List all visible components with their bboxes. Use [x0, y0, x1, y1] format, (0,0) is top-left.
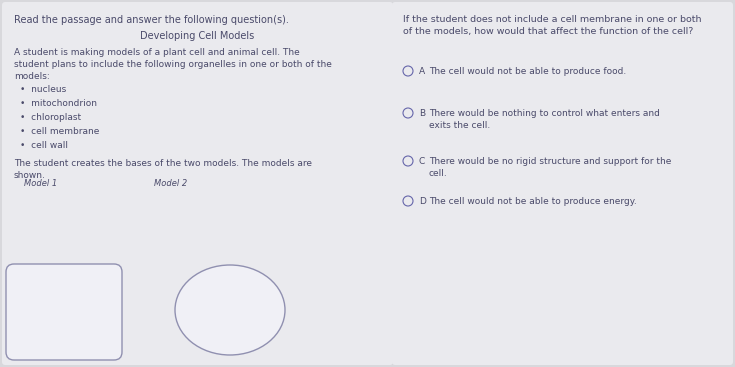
Text: If the student does not include a cell membrane in one or both
of the models, ho: If the student does not include a cell m…: [403, 15, 701, 36]
Text: B: B: [419, 109, 425, 118]
Text: •  nucleus: • nucleus: [20, 85, 66, 94]
Text: •  cell membrane: • cell membrane: [20, 127, 99, 136]
Ellipse shape: [175, 265, 285, 355]
Text: A student is making models of a plant cell and animal cell. The
student plans to: A student is making models of a plant ce…: [14, 48, 332, 81]
FancyBboxPatch shape: [2, 2, 393, 365]
Text: •  cell wall: • cell wall: [20, 141, 68, 150]
Text: The cell would not be able to produce food.: The cell would not be able to produce fo…: [429, 67, 626, 76]
Text: Read the passage and answer the following question(s).: Read the passage and answer the followin…: [14, 15, 289, 25]
Text: There would be no rigid structure and support for the
cell.: There would be no rigid structure and su…: [429, 157, 671, 178]
Text: There would be nothing to control what enters and
exits the cell.: There would be nothing to control what e…: [429, 109, 660, 130]
Text: A: A: [419, 67, 425, 76]
Text: Developing Cell Models: Developing Cell Models: [140, 31, 254, 41]
Text: Model 2: Model 2: [154, 179, 187, 188]
Text: Model 1: Model 1: [24, 179, 57, 188]
Text: •  mitochondrion: • mitochondrion: [20, 99, 97, 108]
Text: The cell would not be able to produce energy.: The cell would not be able to produce en…: [429, 197, 637, 206]
FancyBboxPatch shape: [392, 2, 733, 365]
Text: D: D: [419, 197, 426, 206]
Text: The student creates the bases of the two models. The models are
shown.: The student creates the bases of the two…: [14, 159, 312, 180]
FancyBboxPatch shape: [6, 264, 122, 360]
Text: C: C: [419, 157, 426, 166]
Text: •  chloroplast: • chloroplast: [20, 113, 81, 122]
